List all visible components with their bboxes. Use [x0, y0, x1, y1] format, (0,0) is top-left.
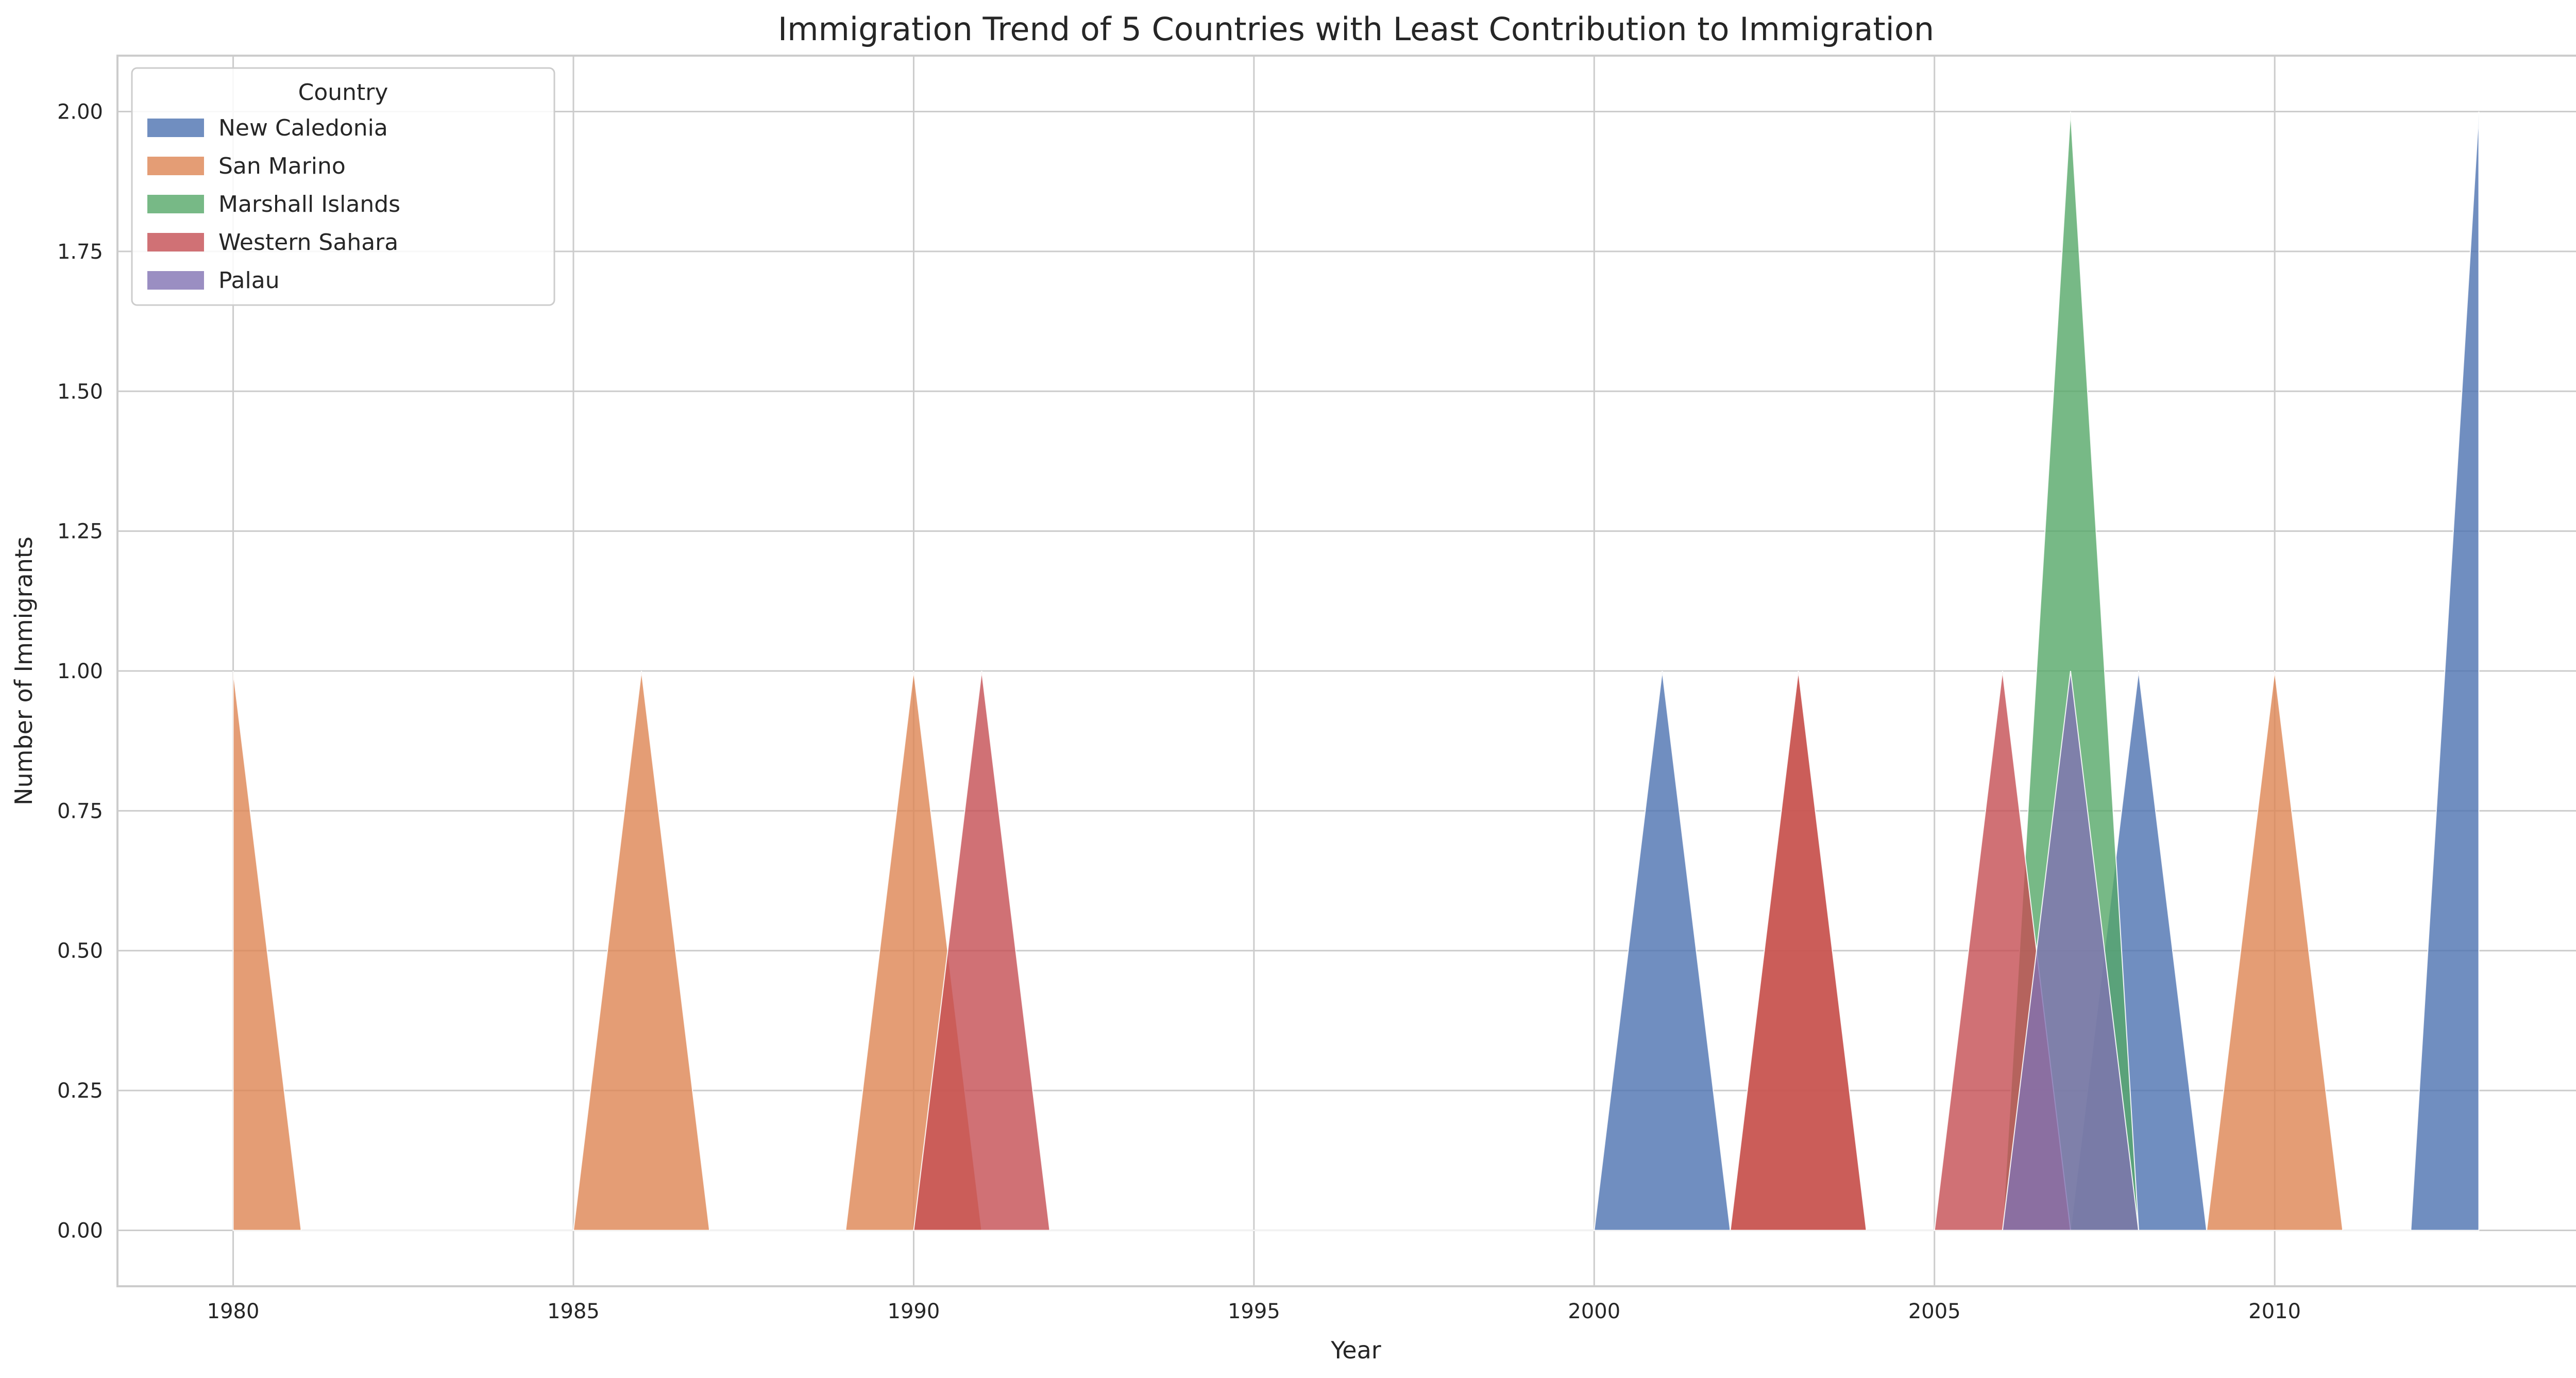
- legend-box: [131, 67, 555, 306]
- y-tick-label: 0.25: [57, 1079, 103, 1103]
- area-layer: [232, 111, 2480, 1231]
- y-axis-label: Number of Immigrants: [10, 536, 38, 805]
- x-tick-label: 2005: [1908, 1300, 1961, 1323]
- y-tick-label: 1.25: [57, 520, 103, 544]
- x-tick-label: 1985: [547, 1300, 600, 1323]
- y-tick-label: 0.50: [57, 939, 103, 963]
- x-tick-label: 1990: [888, 1300, 940, 1323]
- legend-swatch-palau: [147, 271, 204, 290]
- area-palau: [233, 670, 2479, 1231]
- tick-labels: 1980 1985 1990 1995 2000 2005 2010 0.00 0.25 0.50…: [57, 100, 2301, 1323]
- plot-border: [116, 55, 2576, 1287]
- chart-title: Immigration Trend of 5 Countries with Le…: [778, 10, 1934, 48]
- legend-label-western-sahara: Western Sahara: [218, 229, 398, 256]
- legend-swatch-marshall-islands: [147, 195, 204, 213]
- x-axis-label: Year: [1330, 1336, 1381, 1364]
- x-tick-label: 2010: [2248, 1300, 2301, 1323]
- legend-title: Country: [298, 79, 388, 106]
- legend-label-marshall-islands: Marshall Islands: [218, 191, 400, 217]
- x-tick-label: 2000: [1568, 1300, 1620, 1323]
- y-tick-label: 2.00: [57, 100, 103, 124]
- x-tick-label: 1980: [207, 1300, 260, 1323]
- legend-swatch-new-caledonia: [147, 119, 204, 137]
- legend-label-new-caledonia: New Caledonia: [218, 115, 388, 141]
- legend-items: New Caledonia San Marino Marshall Islands W…: [147, 115, 400, 294]
- y-tick-label: 1.00: [57, 660, 103, 683]
- legend: Country New Caledonia San Marino Marshall …: [131, 67, 555, 306]
- legend-swatch-san-marino: [147, 157, 204, 175]
- y-tick-label: 1.50: [57, 380, 103, 404]
- x-tick-label: 1995: [1228, 1300, 1280, 1323]
- legend-swatch-western-sahara: [147, 233, 204, 251]
- legend-label-san-marino: San Marino: [218, 153, 346, 179]
- plot-frame: [116, 55, 2576, 1287]
- y-tick-label: 1.75: [57, 240, 103, 264]
- y-tick-label: 0.00: [57, 1219, 103, 1242]
- y-tick-label: 0.75: [57, 799, 103, 823]
- legend-label-palau: Palau: [218, 267, 280, 294]
